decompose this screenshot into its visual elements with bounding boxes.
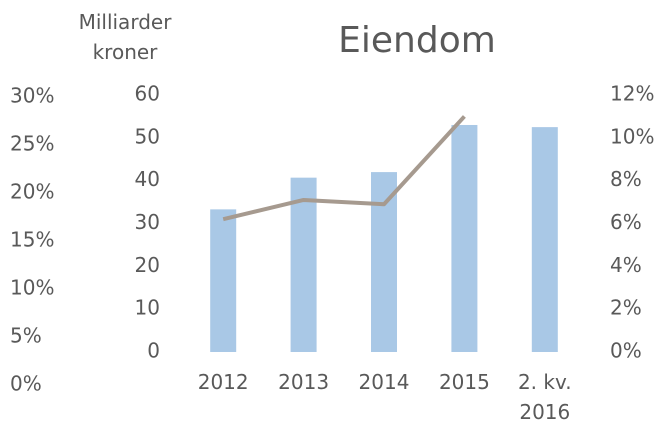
bar	[371, 172, 397, 352]
y-tick-label: 50	[135, 124, 160, 148]
y-tick-label: 0	[147, 339, 160, 363]
bar	[531, 127, 558, 352]
x-tick-label: 2. kv. 2016	[517, 370, 572, 424]
y3-tick-label: 25%	[10, 132, 54, 156]
y-tick-label: 40	[135, 167, 160, 191]
x-tick-label: 2013	[278, 370, 330, 394]
y2-tick-label: 8%	[610, 167, 642, 191]
y2-tick-label: 0%	[610, 339, 642, 363]
y-axis-label: Milliarder kroner	[78, 10, 172, 64]
y2-tick-label: 12%	[610, 82, 654, 106]
y-tick-label: 10	[135, 296, 160, 320]
y3-tick-label: 30%	[10, 84, 54, 108]
y-tick-label: 20	[135, 253, 160, 277]
y3-tick-label: 15%	[10, 228, 54, 252]
x-tick-label: 2012	[197, 370, 249, 394]
y3-tick-label: 10%	[10, 276, 54, 300]
y2-tick-label: 4%	[610, 253, 642, 277]
line	[222, 115, 466, 222]
y3-tick-label: 0%	[10, 372, 42, 396]
chart-title: Eiendom	[338, 20, 496, 61]
y3-tick-label: 5%	[10, 324, 42, 348]
y-tick-label: 60	[135, 82, 160, 106]
y2-tick-label: 6%	[610, 210, 642, 234]
bar	[210, 209, 237, 352]
y-tick-label: 30	[135, 210, 160, 234]
y3-tick-label: 20%	[10, 180, 54, 204]
x-tick-label: 2014	[358, 370, 410, 394]
x-tick-label: 2015	[438, 370, 490, 394]
y2-tick-label: 2%	[610, 296, 642, 320]
y2-tick-label: 10%	[610, 124, 654, 148]
bar	[290, 177, 317, 352]
bar	[451, 124, 478, 352]
